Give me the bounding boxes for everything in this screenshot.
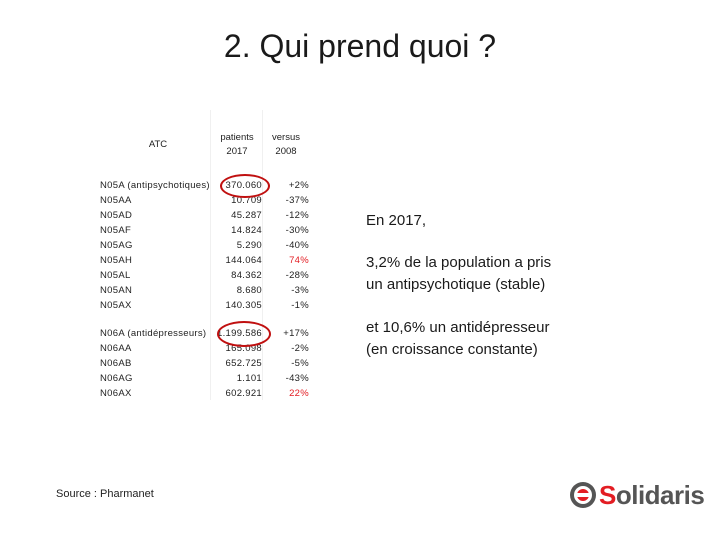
header-versus-line2: 2008 — [275, 146, 297, 157]
slide-title: 2. Qui prend quoi ? — [223, 28, 497, 64]
row-patients: 10.709 — [231, 195, 262, 206]
row-code: N06AB — [100, 358, 132, 369]
row-versus: -40% — [285, 240, 309, 251]
header-versus-line1: versus — [272, 132, 300, 143]
row-versus: -5% — [291, 358, 309, 369]
note-antidepressant-line2: (en croissance constante) — [366, 341, 538, 358]
row-patients: 8.680 — [236, 285, 262, 296]
row-versus: +17% — [283, 328, 309, 339]
header-versus: versus 2008 — [262, 131, 310, 159]
row-code: N06AX — [100, 388, 132, 399]
note-antipsychotic: 3,2% de la population a pris un antipsyc… — [366, 252, 551, 296]
logo-letter-s: S — [599, 479, 616, 510]
note-antipsychotic-line2: un antipsychotique (stable) — [366, 276, 546, 293]
row-patients: 84.362 — [231, 270, 262, 281]
solidaris-logo: Solidaris — [569, 478, 705, 512]
row-code: N05AD — [100, 210, 133, 221]
header-patients-line1: patients — [220, 132, 254, 143]
row-code: N05AN — [100, 285, 133, 296]
row-patients: 602.921 — [225, 388, 262, 399]
row-patients: 1.101 — [236, 373, 262, 384]
row-versus: -3% — [291, 285, 309, 296]
row-versus: -1% — [291, 300, 309, 311]
row-versus: +2% — [288, 180, 309, 191]
row-patients: 652.725 — [225, 358, 262, 369]
row-versus: -28% — [285, 270, 309, 281]
source-note: Source : Pharmanet — [56, 488, 154, 500]
highlight-circle — [217, 321, 271, 347]
row-code: N05AH — [100, 255, 133, 266]
header-patients: patients 2017 — [212, 131, 262, 159]
row-versus: -2% — [291, 343, 309, 354]
highlight-circle — [220, 174, 270, 198]
row-patients: 144.064 — [225, 255, 262, 266]
row-code: N06A (antidépresseurs) — [100, 328, 207, 339]
row-versus-highlight: 74% — [289, 255, 309, 266]
note-antidepressant-line1: et 10,6% un antidépresseur — [366, 319, 550, 336]
row-code: N05AA — [100, 195, 132, 206]
solidaris-icon — [570, 482, 596, 508]
row-code: N05A (antipsychotiques) — [100, 180, 210, 191]
row-versus: -37% — [285, 195, 309, 206]
column-guide — [210, 110, 211, 400]
row-patients: 14.824 — [231, 225, 262, 236]
row-patients: 45.287 — [231, 210, 262, 221]
row-patients: 165.098 — [225, 343, 262, 354]
row-patients: 5.290 — [236, 240, 262, 251]
column-guide — [262, 110, 263, 400]
row-code: N05AG — [100, 240, 133, 251]
logo-letters-rest: olidaris — [615, 479, 705, 510]
row-versus-highlight: 22% — [289, 388, 309, 399]
row-code: N05AL — [100, 270, 131, 281]
note-year: En 2017, — [366, 212, 427, 229]
row-versus: -12% — [285, 210, 309, 221]
row-code: N05AX — [100, 300, 132, 311]
logo-wordmark: Solidaris — [599, 479, 705, 511]
row-code: N05AF — [100, 225, 132, 236]
row-code: N06AG — [100, 373, 133, 384]
header-atc: ATC — [148, 139, 168, 150]
row-code: N06AA — [100, 343, 132, 354]
note-antipsychotic-line1: 3,2% de la population a pris — [366, 254, 552, 271]
row-patients: 140.305 — [225, 300, 262, 311]
row-versus: -43% — [285, 373, 309, 384]
header-patients-line2: 2017 — [226, 146, 248, 157]
row-versus: -30% — [285, 225, 309, 236]
note-antidepressant: et 10,6% un antidépresseur (en croissanc… — [366, 317, 549, 361]
